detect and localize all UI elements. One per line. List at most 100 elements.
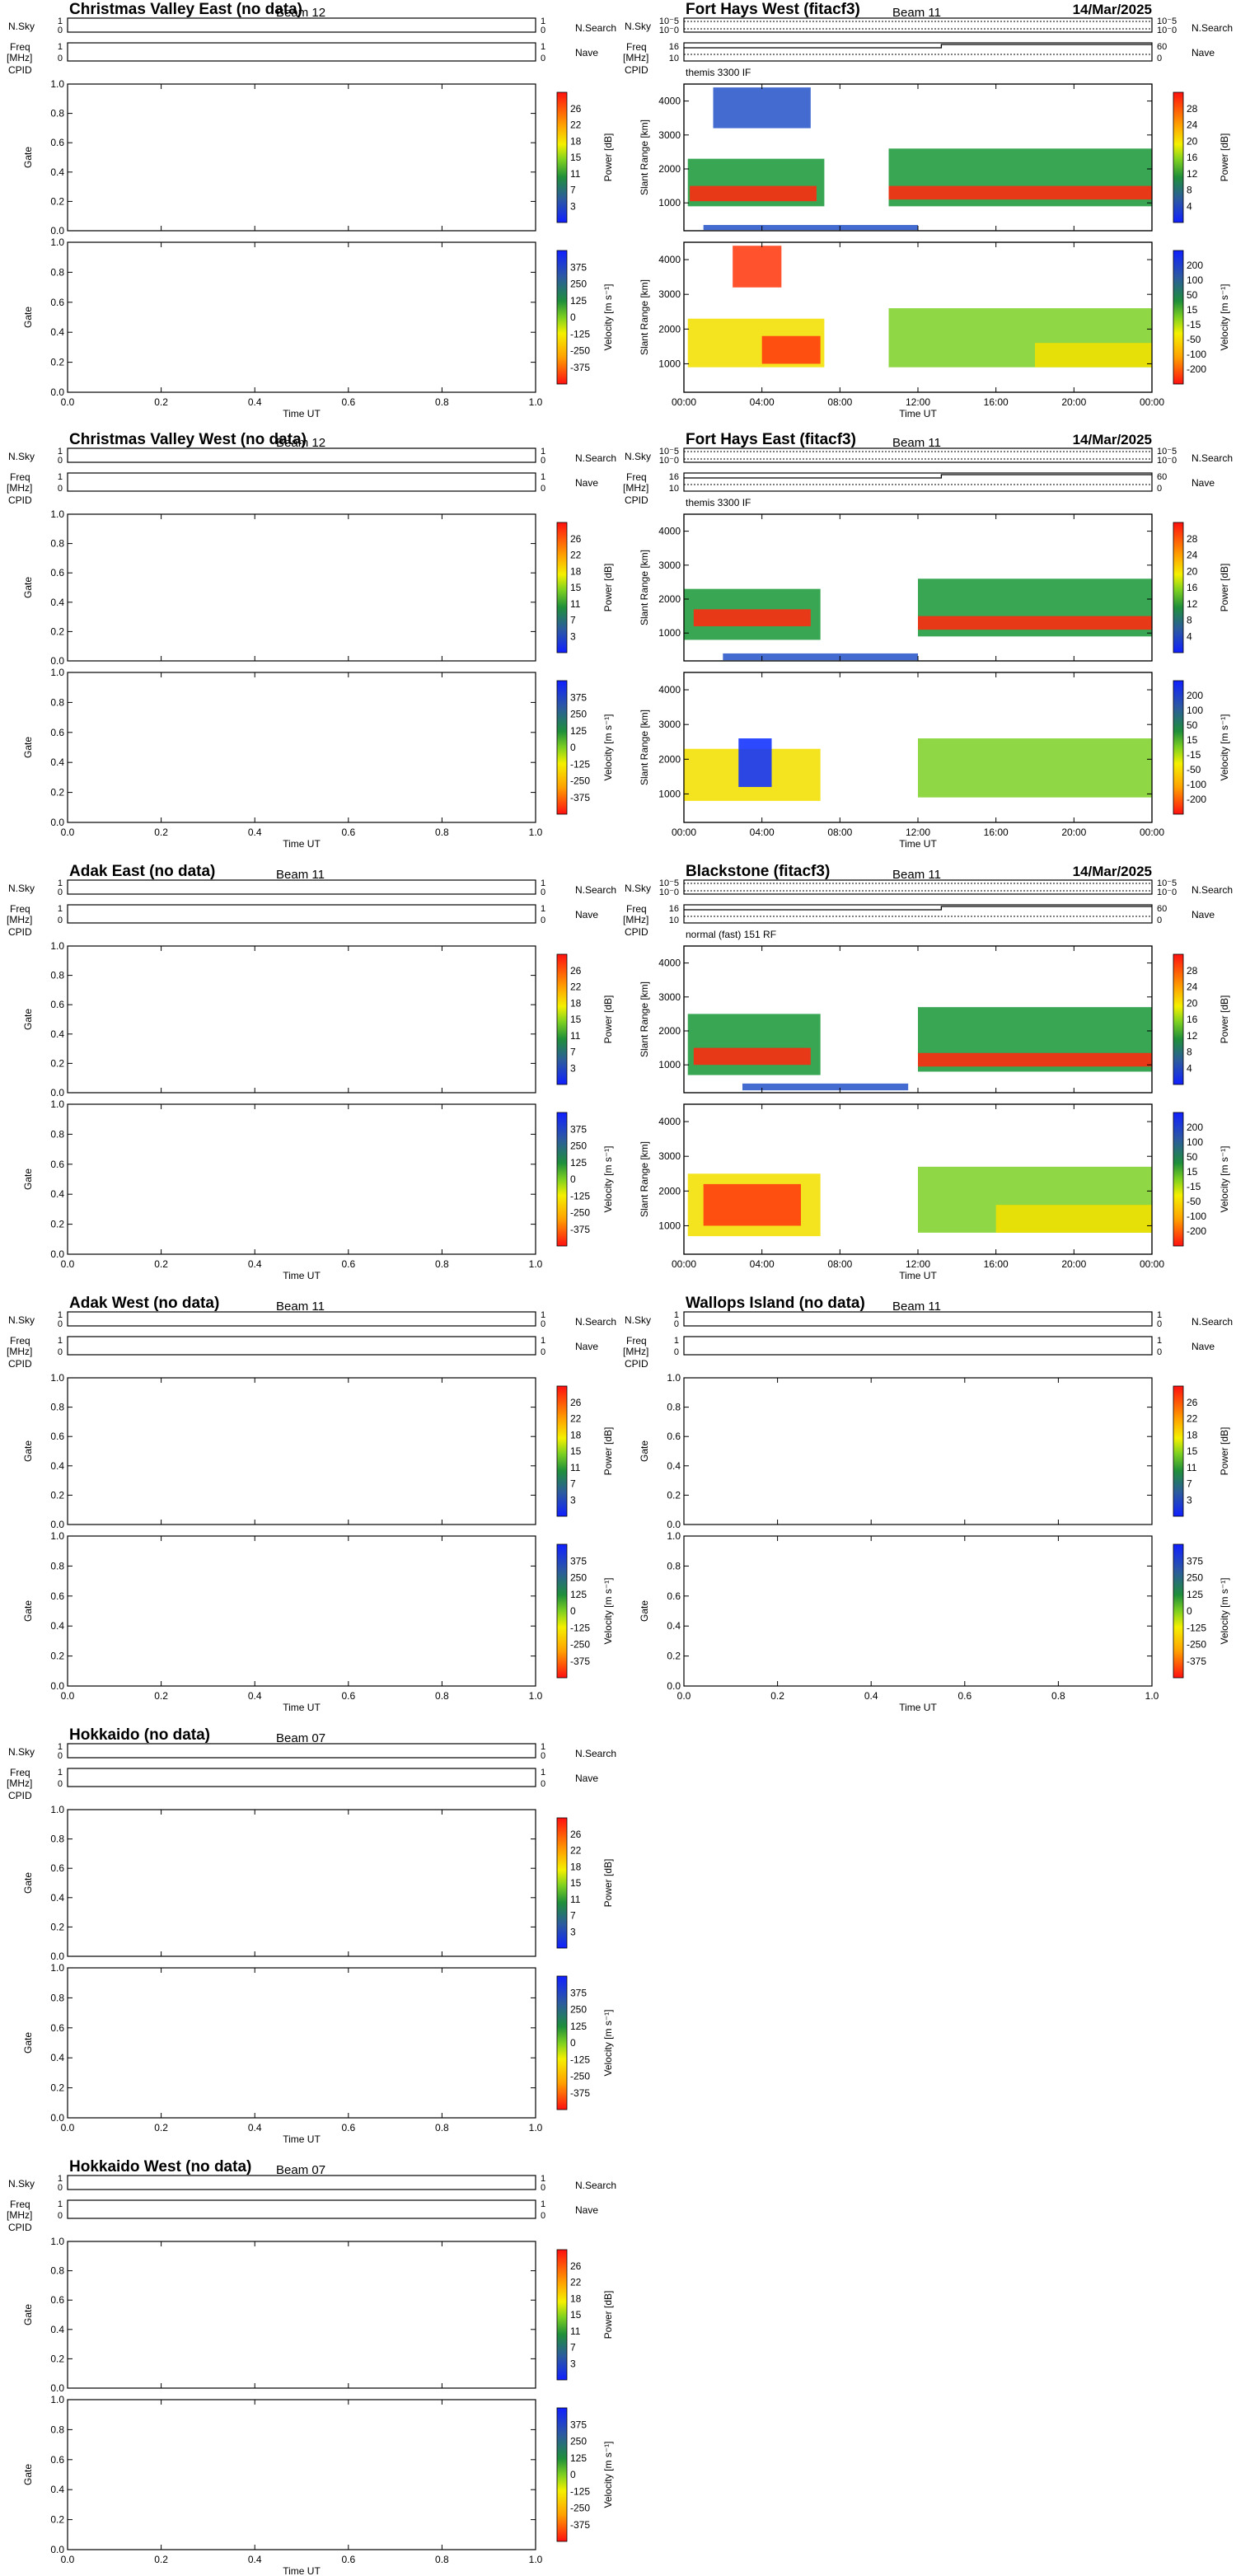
y-tick-label: 0.6 bbox=[667, 1590, 681, 1602]
nsky-label: N.Sky bbox=[8, 1314, 35, 1326]
power-colorbar-tick: 7 bbox=[570, 1910, 576, 1922]
freq-strip bbox=[683, 1336, 1153, 1356]
y-tick-label: 1.0 bbox=[50, 1804, 64, 1815]
x-tick-label: 1.0 bbox=[529, 396, 543, 408]
power-colorbar-tick: 24 bbox=[1187, 550, 1198, 561]
velocity-colorbar-tick: 125 bbox=[570, 2452, 587, 2464]
y-tick-label: 0.8 bbox=[50, 970, 64, 981]
y-tick-label: 0.4 bbox=[50, 2052, 64, 2063]
freq-label: Freq bbox=[10, 471, 30, 483]
freq-unit-label: [MHz] bbox=[7, 914, 32, 925]
date-label: 14/Mar/2025 bbox=[1073, 432, 1152, 447]
cpid-mode-label: normal (fast) 151 RF bbox=[686, 929, 776, 940]
nsky-tick: 0 bbox=[58, 1319, 63, 1329]
x-tick-label: 0.6 bbox=[341, 2122, 355, 2133]
cpid-label: CPID bbox=[625, 926, 648, 938]
y-tick-label: 1000 bbox=[658, 788, 681, 799]
y-tick-label: 0.0 bbox=[50, 2112, 64, 2124]
y-tick-label: 0.0 bbox=[50, 2382, 64, 2394]
velocity-scatter-region bbox=[1035, 343, 1152, 368]
y-tick-label: 0.8 bbox=[50, 1402, 64, 1413]
power-colorbar-tick: 22 bbox=[1187, 1413, 1198, 1425]
freq-tick: 0 bbox=[58, 2211, 63, 2221]
time-axis-label: Time UT bbox=[899, 838, 937, 850]
panels-layer: Christmas Valley East (no data)Beam 12N.… bbox=[7, 1, 1233, 2576]
freq-strip bbox=[683, 904, 1153, 924]
velocity-frame bbox=[67, 672, 536, 823]
nave-label: Nave bbox=[575, 1773, 598, 1784]
y-tick-label: 0.0 bbox=[50, 1087, 64, 1098]
cpid-label: CPID bbox=[8, 494, 32, 506]
velocity-colorbar-tick: -375 bbox=[1187, 1656, 1206, 1667]
velocity-plot: 0.0 0.2 0.4 0.6 0.8 1.0 Gate 0.0 0.2 0.4 0.6 0.8 1.0… bbox=[22, 2394, 614, 2576]
nsky-tick: 0 bbox=[58, 1751, 63, 1761]
panel-cve: Christmas Valley East (no data)Beam 12 N.… bbox=[7, 1, 616, 419]
power-colorbar-tick: 15 bbox=[570, 2309, 582, 2321]
range-axis-label: Gate bbox=[639, 1440, 650, 1462]
y-tick-label: 0.2 bbox=[50, 1219, 64, 1230]
nsky-strip bbox=[683, 17, 1153, 33]
y-tick-label: 0.0 bbox=[50, 1248, 64, 1260]
cpid-label: CPID bbox=[8, 1358, 32, 1370]
velocity-colorbar-tick: -250 bbox=[570, 345, 590, 357]
velocity-scatter-region bbox=[703, 1183, 801, 1226]
velocity-colorbar-tick: -250 bbox=[570, 775, 590, 787]
nsearch-tick: 0 bbox=[541, 2183, 545, 2193]
y-tick-label: 1.0 bbox=[50, 2236, 64, 2247]
range-axis-label: Slant Range [km] bbox=[639, 1141, 650, 1217]
range-axis-label: Gate bbox=[22, 2304, 34, 2325]
y-tick-label: 0.4 bbox=[50, 1620, 64, 1632]
velocity-colorbar-tick: 200 bbox=[1187, 260, 1203, 271]
velocity-colorbar-tick: 125 bbox=[570, 1157, 587, 1169]
power-colorbar-tick: 26 bbox=[570, 533, 582, 545]
range-axis-label: Gate bbox=[639, 1600, 650, 1622]
freq-tick: 0 bbox=[674, 1347, 679, 1357]
power-plot: 0.0 0.2 0.4 0.6 0.8 1.0 Gate 26 22 18 15 11 7 3 Power … bbox=[22, 2236, 614, 2394]
y-tick-label: 3000 bbox=[658, 991, 681, 1003]
y-tick-label: 1.0 bbox=[50, 2394, 64, 2405]
x-tick-label: 0.6 bbox=[957, 1690, 971, 1702]
power-colorbar-tick: 7 bbox=[570, 2342, 576, 2354]
velocity-plot: 0.0 0.2 0.4 0.6 0.8 1.0 Gate 0.0 0.2 0.4 0.6 0.8 1.0… bbox=[639, 1530, 1230, 1713]
beam-label: Beam 11 bbox=[892, 1300, 941, 1314]
velocity-plot: 0.0 0.2 0.4 0.6 0.8 1.0 Gate 0.0 0.2 0.4 0.6 0.8 1.0… bbox=[22, 1098, 614, 1281]
power-scatter-region bbox=[918, 616, 1152, 630]
y-tick-label: 0.4 bbox=[667, 1620, 681, 1632]
power-colorbar-tick: 22 bbox=[570, 550, 582, 561]
nsearch-tick: 10⁻0 bbox=[1157, 888, 1177, 897]
power-colorbar-label: Power [dB] bbox=[1219, 564, 1230, 612]
x-tick-label: 20:00 bbox=[1061, 396, 1086, 408]
power-colorbar-label: Power [dB] bbox=[1219, 995, 1230, 1044]
velocity-colorbar-label: Velocity [m s⁻¹] bbox=[602, 2009, 614, 2076]
nave-label: Nave bbox=[575, 47, 598, 59]
freq-strip bbox=[67, 1768, 536, 1787]
x-tick-label: 0.0 bbox=[677, 1690, 691, 1702]
y-tick-label: 0.2 bbox=[50, 2353, 64, 2364]
x-tick-label: 1.0 bbox=[1145, 1690, 1159, 1702]
power-colorbar bbox=[556, 2249, 568, 2381]
nsky-tick: 0 bbox=[58, 456, 63, 466]
y-tick-label: 0.4 bbox=[50, 166, 64, 178]
power-colorbar-label: Power [dB] bbox=[1219, 133, 1230, 182]
velocity-scatter-region bbox=[995, 1205, 1152, 1233]
power-colorbar-tick: 7 bbox=[570, 185, 576, 196]
y-tick-label: 0.4 bbox=[50, 326, 64, 338]
freq-unit-label: [MHz] bbox=[7, 1346, 32, 1357]
x-tick-label: 0.4 bbox=[248, 2554, 262, 2565]
cpid-label: CPID bbox=[8, 926, 32, 938]
power-frame bbox=[67, 1377, 536, 1525]
freq-unit-label: [MHz] bbox=[7, 52, 32, 63]
velocity-frame bbox=[67, 2399, 536, 2550]
y-tick-label: 0.6 bbox=[50, 1431, 64, 1442]
nsearch-tick: 1 bbox=[541, 2174, 545, 2184]
panel-fhw: Fort Hays West (fitacf3) Beam 11 14/Mar/20… bbox=[623, 1, 1233, 419]
power-colorbar-tick: 12 bbox=[1187, 598, 1198, 610]
y-tick-label: 0.8 bbox=[50, 2265, 64, 2277]
nsearch-label: N.Search bbox=[1192, 22, 1233, 34]
y-tick-label: 0.4 bbox=[50, 1028, 64, 1040]
power-colorbar-tick: 15 bbox=[570, 582, 582, 593]
nsky-tick: 10⁻0 bbox=[659, 888, 679, 897]
nsearch-label: N.Search bbox=[1192, 452, 1233, 464]
freq-strip bbox=[67, 2199, 536, 2219]
freq-tick: 1 bbox=[58, 1768, 63, 1777]
